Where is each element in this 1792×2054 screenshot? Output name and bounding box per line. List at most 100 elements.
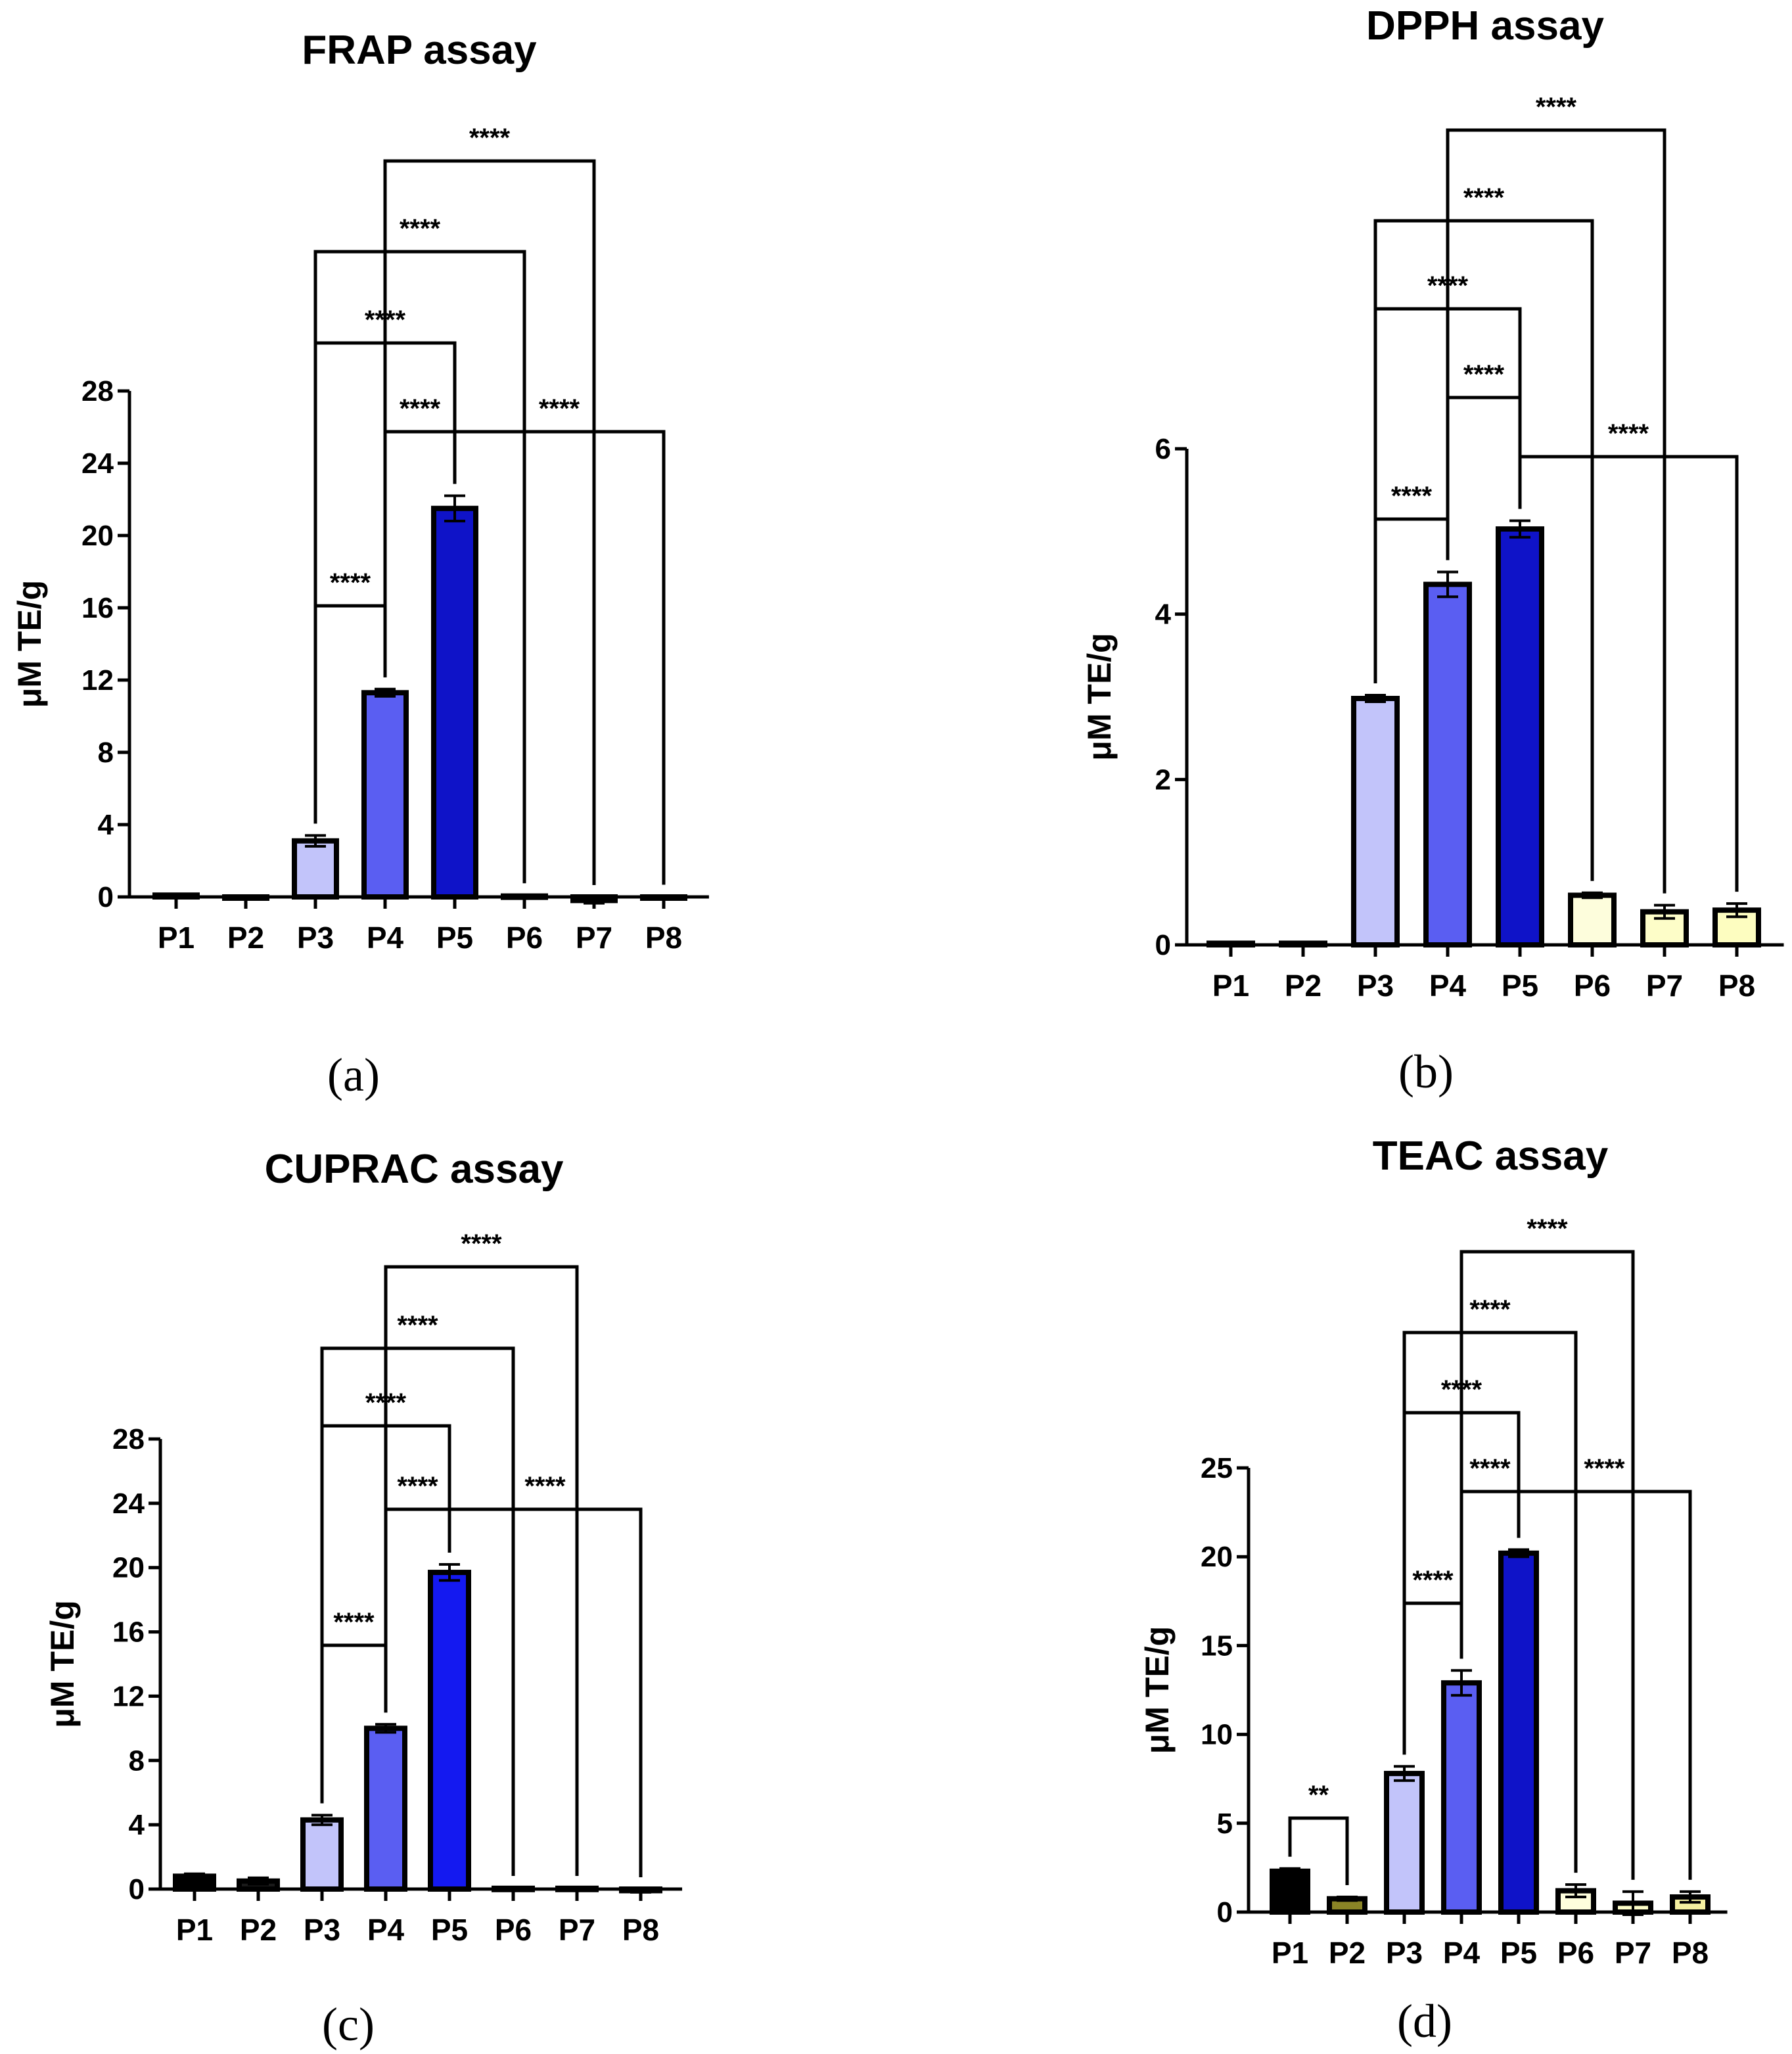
x-category-label: P8 bbox=[622, 1913, 659, 1947]
bar-p3 bbox=[300, 1817, 344, 1892]
significance-label: **** bbox=[461, 1229, 502, 1258]
significance-bracket bbox=[1517, 1490, 1692, 1880]
bar-p5 bbox=[431, 505, 478, 900]
y-tick-label: 8 bbox=[129, 1745, 145, 1777]
x-category-label: P5 bbox=[1502, 969, 1538, 1003]
y-tick-label: 28 bbox=[81, 375, 114, 407]
bar-p3 bbox=[1351, 696, 1400, 948]
y-axis-label: μM TE/g bbox=[44, 1600, 81, 1727]
x-category-label: P7 bbox=[1646, 969, 1683, 1003]
y-tick-label: 24 bbox=[112, 1488, 145, 1520]
panel-label: (a) bbox=[327, 1049, 380, 1101]
significance-bracket bbox=[384, 1265, 579, 1877]
x-category-label: P6 bbox=[1574, 969, 1611, 1003]
bar-p6 bbox=[1568, 892, 1617, 947]
bar-p5 bbox=[428, 1570, 471, 1892]
significance-label: **** bbox=[1527, 1214, 1568, 1243]
bar-p4 bbox=[361, 690, 409, 900]
panel-label: (c) bbox=[322, 1998, 375, 2051]
significance-bracket bbox=[383, 159, 596, 885]
significance-label: **** bbox=[1391, 482, 1433, 511]
significance-bracket bbox=[1402, 1331, 1578, 1873]
bar-p5 bbox=[1498, 1550, 1539, 1915]
y-tick-label: 10 bbox=[1201, 1719, 1233, 1751]
y-axis-label: μM TE/g bbox=[11, 580, 48, 708]
x-category-label: P7 bbox=[559, 1913, 595, 1947]
significance-label: **** bbox=[469, 124, 511, 152]
x-category-label: P8 bbox=[1672, 1936, 1709, 1970]
bar-p4 bbox=[1441, 1680, 1482, 1915]
y-tick-label: 20 bbox=[81, 520, 114, 552]
significance-bracket bbox=[1373, 219, 1594, 881]
significance-label: **** bbox=[397, 1472, 438, 1501]
x-category-label: P2 bbox=[1285, 969, 1321, 1003]
x-category-label: P4 bbox=[1429, 969, 1467, 1003]
y-axis-label: μM TE/g bbox=[1139, 1626, 1176, 1754]
significance-label: **** bbox=[330, 568, 371, 597]
x-category-label: P1 bbox=[176, 1913, 213, 1947]
significance-label: **** bbox=[524, 1472, 566, 1501]
significance-label: **** bbox=[1469, 1454, 1511, 1483]
significance-bracket bbox=[1288, 1816, 1349, 1886]
y-tick-label: 16 bbox=[81, 592, 114, 624]
significance-label: ** bbox=[1308, 1781, 1329, 1810]
y-tick-label: 2 bbox=[1155, 764, 1171, 796]
y-tick-label: 6 bbox=[1155, 433, 1171, 465]
x-category-label: P2 bbox=[1329, 1936, 1366, 1970]
y-tick-label: 20 bbox=[112, 1552, 145, 1584]
x-category-label: P3 bbox=[1357, 969, 1394, 1003]
significance-bracket bbox=[1518, 455, 1739, 892]
y-tick-label: 16 bbox=[112, 1616, 145, 1649]
x-category-label: P1 bbox=[158, 921, 195, 955]
y-tick-label: 4 bbox=[129, 1809, 145, 1841]
chart-panel-3: CUPRAC assay μM TE/g 0 4 8 12 16 20 24 28 P1 P2 P3 P4… bbox=[44, 1147, 683, 2051]
panel-label: (d) bbox=[1397, 1995, 1452, 2047]
chart-title: DPPH assay bbox=[1366, 3, 1604, 49]
x-category-label: P3 bbox=[304, 1913, 340, 1947]
significance-label: **** bbox=[1412, 1566, 1454, 1595]
x-category-label: P1 bbox=[1212, 969, 1249, 1003]
x-category-label: P2 bbox=[227, 921, 264, 955]
significance-label: **** bbox=[539, 394, 580, 423]
significance-label: **** bbox=[1469, 1295, 1511, 1324]
significance-bracket bbox=[453, 430, 666, 885]
y-tick-label: 20 bbox=[1201, 1541, 1233, 1573]
y-tick-label: 0 bbox=[1155, 929, 1171, 961]
y-tick-label: 0 bbox=[98, 881, 114, 913]
x-category-label: P2 bbox=[240, 1913, 277, 1947]
significance-bracket bbox=[448, 1507, 643, 1877]
significance-label: **** bbox=[1536, 93, 1577, 122]
significance-bracket bbox=[1446, 128, 1666, 894]
x-category-label: P7 bbox=[1615, 1936, 1651, 1970]
x-category-label: P4 bbox=[367, 1913, 405, 1947]
significance-label: **** bbox=[400, 214, 441, 243]
x-category-label: P7 bbox=[576, 921, 612, 955]
bar-p1 bbox=[1270, 1868, 1310, 1915]
x-category-label: P5 bbox=[1500, 1936, 1537, 1970]
x-category-label: P4 bbox=[1443, 1936, 1481, 1970]
chart-panel-1: FRAP assay μM TE/g 0 4 8 12 16 20 24 28 P1 P2 P3 P4 P5… bbox=[11, 28, 709, 1101]
y-tick-label: 4 bbox=[98, 809, 114, 841]
significance-label: **** bbox=[1608, 419, 1649, 448]
bar-p3 bbox=[1384, 1771, 1425, 1915]
x-category-label: P1 bbox=[1272, 1936, 1308, 1970]
y-tick-label: 15 bbox=[1201, 1630, 1233, 1662]
x-category-label: P5 bbox=[431, 1913, 468, 1947]
y-axis-label: μM TE/g bbox=[1081, 633, 1118, 760]
x-category-label: P6 bbox=[506, 921, 543, 955]
y-tick-label: 0 bbox=[129, 1873, 145, 1906]
y-tick-label: 25 bbox=[1201, 1452, 1233, 1484]
y-tick-label: 4 bbox=[1155, 599, 1172, 631]
chart-panel-2: DPPH assay μM TE/g 0 2 4 6 P1 P2 P3 P4 P5 P6 P7 P8 ***… bbox=[1081, 3, 1784, 1098]
y-tick-label: 0 bbox=[1217, 1896, 1233, 1928]
chart-title: CUPRAC assay bbox=[265, 1147, 564, 1192]
x-category-label: P6 bbox=[495, 1913, 532, 1947]
chart-title: FRAP assay bbox=[302, 28, 537, 73]
x-category-label: P4 bbox=[367, 921, 404, 955]
significance-bracket bbox=[320, 1346, 515, 1877]
y-tick-label: 28 bbox=[112, 1423, 145, 1455]
significance-label: **** bbox=[1463, 360, 1505, 389]
y-tick-label: 12 bbox=[81, 664, 114, 696]
significance-label: **** bbox=[1463, 183, 1505, 212]
